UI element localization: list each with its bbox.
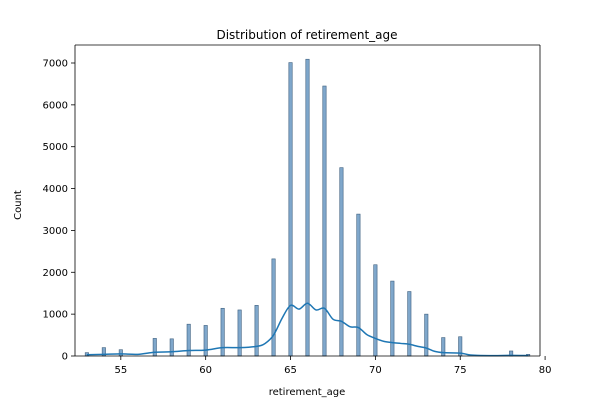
y-tick-label: 5000 <box>43 142 68 153</box>
histogram-bar <box>237 309 242 357</box>
y-tick-label: 7000 <box>43 58 68 69</box>
kde-curve <box>86 302 529 357</box>
axes-layer <box>74 44 541 357</box>
y-tick-label: 4000 <box>43 184 68 195</box>
histogram-bar <box>118 349 123 357</box>
histogram-bar <box>373 264 378 357</box>
histogram-bar <box>288 62 293 357</box>
histogram-bar <box>169 338 174 357</box>
y-axis-label: Count <box>13 190 24 220</box>
histogram-bar <box>220 307 225 357</box>
y-tick-label: 6000 <box>43 100 68 111</box>
x-axis-label: retirement_age <box>269 387 346 398</box>
x-tick-label: 80 <box>539 365 552 376</box>
x-ticks-layer: 55 60 65 70 75 80 <box>114 356 551 376</box>
y-tick-label: 0 <box>62 352 68 363</box>
y-ticks-layer: 0 1000 2000 3000 4000 5000 6000 7000 <box>43 58 75 363</box>
bars-layer <box>84 58 531 357</box>
y-tick-label: 1000 <box>43 310 68 321</box>
histogram-bar <box>390 280 395 357</box>
x-tick-label: 70 <box>369 365 382 376</box>
y-tick-label: 2000 <box>43 268 68 279</box>
histogram-bar <box>254 305 259 357</box>
histogram-bar <box>339 167 344 357</box>
histogram-bar <box>407 291 412 357</box>
histogram-bar <box>152 338 157 357</box>
histogram-bar <box>322 85 327 357</box>
x-tick-label: 75 <box>454 365 467 376</box>
histogram-bar <box>271 258 276 357</box>
x-tick-label: 60 <box>199 365 212 376</box>
chart-title: Distribution of retirement_age <box>216 28 397 42</box>
histogram-bar <box>424 313 429 357</box>
histogram-bar <box>356 213 361 357</box>
kde-layer <box>86 302 529 357</box>
x-tick-label: 65 <box>284 365 297 376</box>
x-tick-label: 55 <box>114 365 127 376</box>
histogram-bar <box>305 58 310 357</box>
histogram-bar <box>203 325 208 357</box>
y-tick-label: 3000 <box>43 226 68 237</box>
